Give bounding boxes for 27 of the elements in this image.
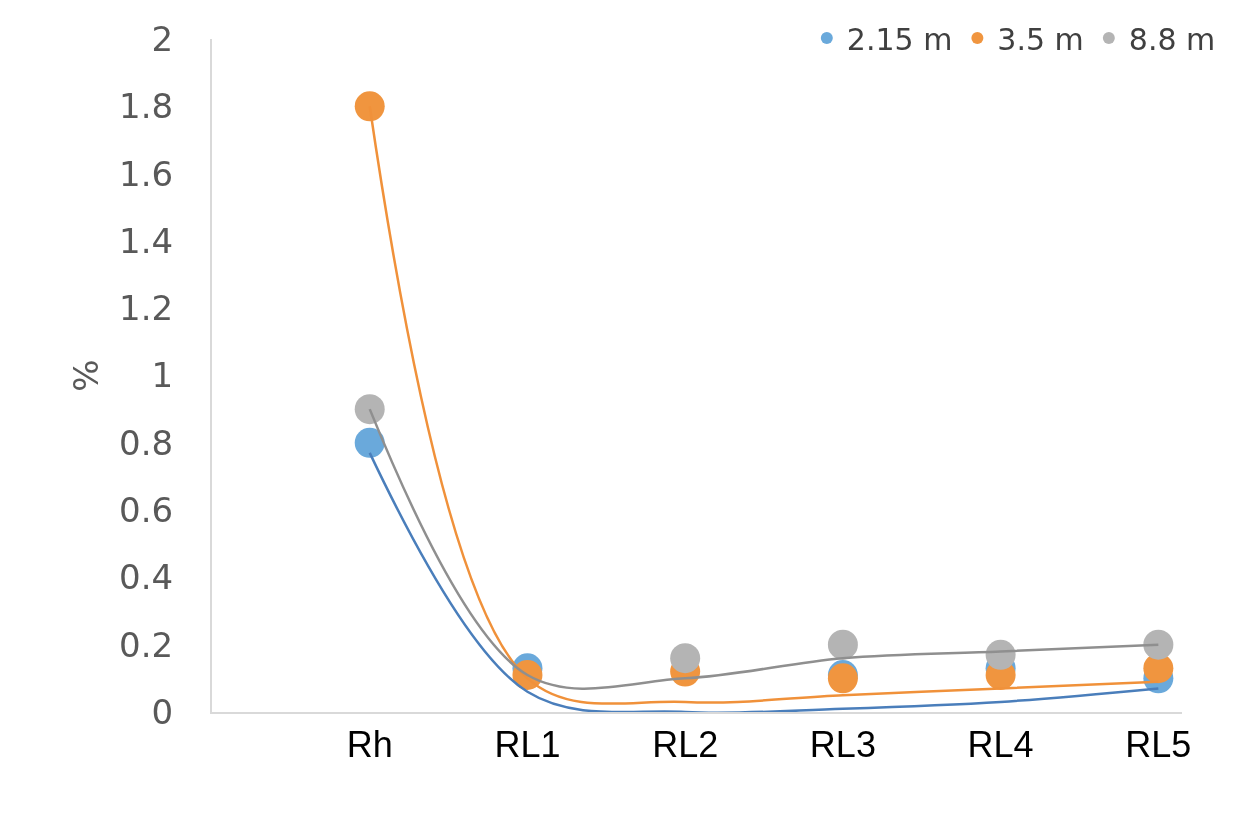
y-tick-label: 2	[151, 18, 174, 59]
x-tick-label: RL2	[652, 724, 719, 766]
y-axis-title: %	[66, 359, 107, 392]
y-tick-label: 0	[151, 691, 174, 732]
y-tick-label: 1.8	[119, 86, 174, 127]
x-tick-label: RL5	[1125, 724, 1192, 766]
y-tick-label: 1.2	[119, 288, 174, 329]
point	[354, 427, 385, 458]
x-tick-label: RL1	[494, 724, 561, 766]
legend-label: 3.5 m	[997, 21, 1084, 57]
point	[670, 643, 701, 674]
y-tick-label: 0.8	[119, 422, 174, 463]
x-tick-label: RL3	[809, 724, 876, 766]
y-tick-label: 1	[151, 355, 174, 396]
y-tick-label: 0.2	[119, 624, 174, 665]
point	[354, 91, 385, 122]
x-tick-label: Rh	[346, 724, 393, 766]
point	[827, 629, 858, 660]
y-tick-label: 0.4	[119, 557, 174, 598]
y-tick-label: 1.4	[119, 220, 174, 261]
y-tick-label: 1.6	[119, 153, 174, 194]
point	[354, 394, 385, 425]
point	[1143, 629, 1174, 660]
x-tick-label: RL4	[967, 724, 1034, 766]
legend-label: 2.15 m	[846, 21, 953, 57]
y-tick-label: 0.6	[119, 490, 174, 530]
legend-label: 8.8 m	[1128, 21, 1216, 57]
